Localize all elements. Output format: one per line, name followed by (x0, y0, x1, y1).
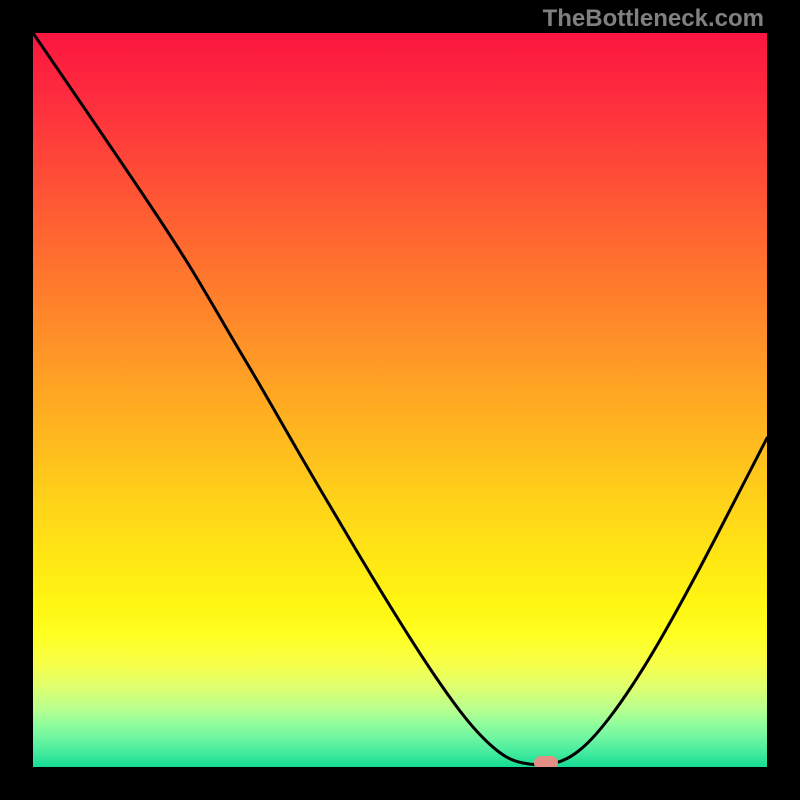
bottleneck-chart (0, 0, 800, 800)
frame-border (767, 0, 800, 800)
frame-border (0, 767, 800, 800)
gradient-background (33, 33, 767, 767)
frame-border (0, 0, 33, 800)
watermark-text: TheBottleneck.com (543, 5, 764, 33)
